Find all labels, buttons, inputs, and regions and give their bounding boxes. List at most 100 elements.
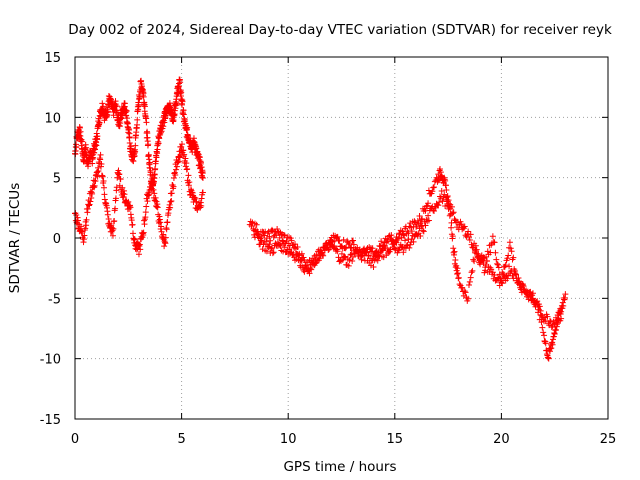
data-point	[370, 264, 377, 271]
data-point	[449, 233, 456, 240]
data-point	[504, 255, 511, 262]
data-point	[384, 244, 391, 251]
data-point	[170, 183, 177, 190]
data-point	[261, 232, 268, 239]
data-point	[99, 173, 106, 180]
data-point	[395, 247, 402, 254]
data-point	[548, 345, 555, 352]
data-point	[467, 274, 474, 281]
data-point	[438, 188, 445, 195]
data-point	[349, 258, 356, 265]
data-point	[183, 160, 190, 167]
data-point	[435, 202, 442, 209]
data-point-group	[133, 99, 142, 131]
data-point	[338, 250, 345, 257]
data-point-group	[293, 251, 308, 275]
data-point	[481, 254, 488, 261]
data-point-group	[549, 317, 560, 348]
data-point	[506, 239, 513, 246]
data-point	[553, 321, 560, 328]
data-point	[461, 223, 468, 230]
data-point	[423, 203, 430, 210]
data-point	[112, 205, 119, 212]
data-point-group	[182, 160, 193, 195]
data-point	[394, 236, 401, 243]
data-point	[178, 89, 185, 96]
data-point	[280, 232, 287, 239]
data-point	[529, 295, 536, 302]
data-point	[162, 234, 169, 241]
data-point	[132, 142, 139, 149]
data-point	[345, 262, 352, 269]
data-point	[339, 256, 346, 263]
data-point	[451, 216, 458, 223]
data-point-group	[131, 124, 140, 156]
data-point	[181, 151, 188, 158]
data-point	[152, 194, 159, 201]
data-point	[512, 271, 519, 278]
data-point	[410, 238, 417, 245]
data-point	[469, 244, 476, 251]
data-point	[82, 144, 89, 151]
data-point	[431, 184, 438, 191]
data-point	[168, 107, 175, 114]
data-point	[520, 283, 527, 290]
data-point-group	[89, 172, 99, 197]
data-point-group	[438, 173, 449, 189]
data-point	[253, 221, 260, 228]
data-point-group	[498, 263, 513, 287]
data-point	[89, 190, 96, 197]
data-point	[506, 263, 513, 270]
data-point	[407, 220, 414, 227]
data-point-group	[172, 89, 181, 112]
data-point	[257, 237, 264, 244]
data-point-group	[142, 112, 151, 141]
data-point	[495, 264, 502, 271]
data-point-group	[464, 249, 478, 304]
data-point	[393, 239, 400, 246]
data-point	[258, 233, 265, 240]
data-point	[96, 119, 103, 126]
axis-ticks: 0 5 10 15 20 25 -15 -10 -5 0 5 10 15	[40, 51, 617, 447]
data-point	[460, 292, 467, 299]
data-point	[131, 236, 138, 243]
data-point	[268, 245, 275, 252]
data-point	[180, 147, 187, 154]
data-point	[94, 133, 101, 140]
data-point	[494, 260, 501, 267]
data-point-group	[123, 107, 132, 131]
data-point	[123, 108, 130, 115]
data-point	[472, 242, 479, 249]
data-point	[110, 225, 117, 232]
data-point	[343, 244, 350, 251]
data-point-group	[199, 174, 206, 181]
data-point	[416, 212, 423, 219]
data-point	[172, 172, 179, 179]
data-point	[180, 111, 187, 118]
data-point	[298, 257, 305, 264]
y-tick-label: -5	[48, 292, 61, 307]
data-point	[373, 256, 380, 263]
data-point	[295, 257, 302, 264]
data-point-group	[562, 291, 569, 298]
data-point	[418, 223, 425, 230]
data-point	[269, 228, 276, 235]
data-point	[254, 228, 261, 235]
data-point	[423, 216, 430, 223]
data-point	[112, 195, 119, 202]
data-point	[156, 135, 163, 142]
data-point	[458, 221, 465, 228]
data-point	[425, 187, 432, 194]
data-point	[510, 275, 517, 282]
data-point	[425, 217, 432, 224]
data-point-group	[114, 167, 125, 196]
data-point	[198, 202, 205, 209]
data-point	[369, 245, 376, 252]
x-tick-label: 10	[280, 432, 297, 447]
data-point	[127, 204, 134, 211]
data-point	[121, 191, 128, 198]
data-point	[117, 176, 124, 183]
data-point	[461, 288, 468, 295]
data-point	[319, 251, 326, 258]
data-point	[300, 254, 307, 261]
